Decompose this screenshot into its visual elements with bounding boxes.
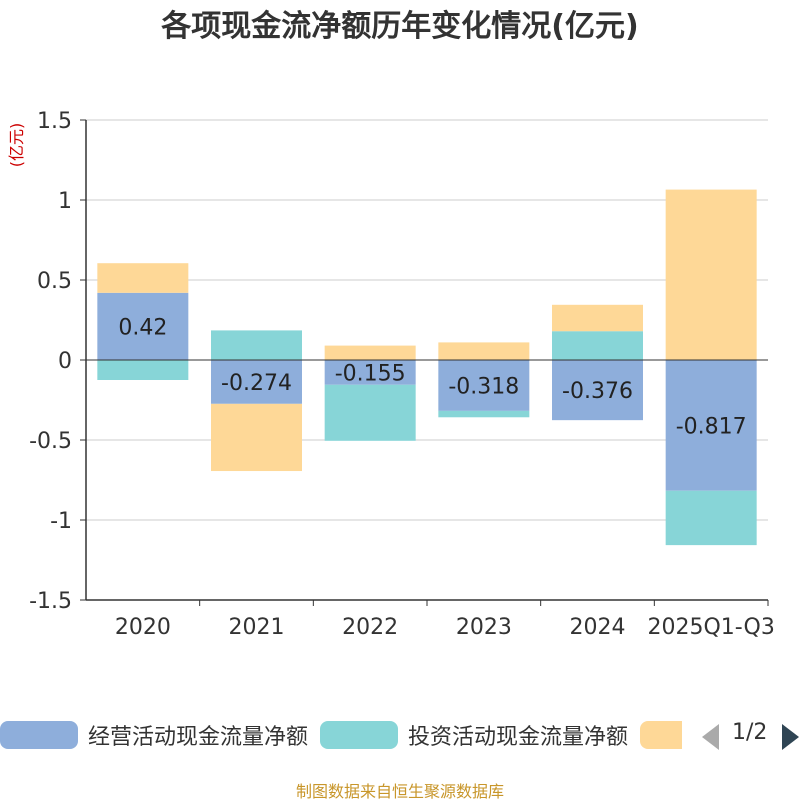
data-labels: 0.42 -0.274 -0.155 -0.318 -0.376 -0.817	[118, 315, 746, 439]
bar-segment	[97, 292, 189, 360]
x-tick-label: 2022	[342, 615, 398, 640]
y-tick-label: -0.5	[29, 429, 72, 454]
pager-next-icon[interactable]	[782, 724, 799, 750]
legend-label-investing: 投资活动现金流量净额	[408, 725, 629, 750]
legend-swatch-financing	[640, 721, 682, 749]
y-axis-unit-label: (亿元)	[7, 123, 26, 168]
bar-segment	[665, 490, 757, 546]
bar-segment	[552, 331, 643, 360]
chart-title: 各项现金流净额历年变化情况(亿元)	[160, 9, 638, 44]
bar-segment	[552, 304, 643, 332]
bar-segment	[211, 360, 302, 404]
legend-swatch-operating	[0, 721, 78, 749]
bar-value-label: -0.318	[448, 374, 519, 399]
bar-segment	[552, 360, 643, 421]
x-tick-label: 2020	[115, 615, 171, 640]
bar-segment	[324, 345, 416, 360]
x-tick-label: 2023	[456, 615, 512, 640]
axes: 1.5 1 0.5 0 -0.5 -1 -1.5 2020 2021 2022 2023 2024 20…	[29, 109, 775, 640]
bar-segment	[324, 360, 416, 385]
bar-series	[97, 189, 757, 546]
pager-prev-icon[interactable]	[702, 724, 719, 750]
y-tick-label: 0.5	[37, 269, 72, 294]
bar-value-label: -0.376	[562, 379, 633, 404]
x-tick-label: 2021	[229, 615, 285, 640]
source-note: 制图数据来自恒生聚源数据库	[295, 782, 504, 801]
legend-item-operating[interactable]: 经营活动现金流量净额	[0, 720, 308, 750]
x-tick-label: 2024	[570, 615, 626, 640]
bar-value-label: 0.42	[118, 315, 167, 340]
bar-segment	[211, 403, 302, 472]
bar-segment	[665, 360, 757, 491]
legend-swatch-investing	[320, 721, 398, 749]
bar-segment	[211, 330, 302, 360]
pager-text: 1/2	[732, 720, 768, 745]
y-tick-label: 1	[58, 189, 72, 214]
chart-legend: 经营活动现金流量净额 投资活动现金流量净额	[0, 716, 800, 756]
y-tick-label: -1.5	[29, 589, 72, 614]
y-tick-label: 1.5	[37, 109, 72, 134]
bar-segment	[97, 263, 189, 293]
bar-segment	[97, 360, 189, 380]
legend-item-financing[interactable]	[640, 720, 682, 750]
x-tick-label: 2025Q1-Q3	[647, 615, 774, 640]
bar-segment	[438, 360, 530, 411]
bar-value-label: -0.817	[676, 414, 747, 439]
bar-segment	[324, 384, 416, 441]
cash-flow-chart: 各项现金流净额历年变化情况(亿元) (亿元) 0.42 -0.274 -0.155 -…	[7, 9, 775, 640]
y-tick-label: 0	[58, 349, 72, 374]
legend-item-investing[interactable]: 投资活动现金流量净额	[320, 720, 628, 750]
bar-value-label: -0.274	[221, 371, 292, 396]
legend-label-operating: 经营活动现金流量净额	[88, 725, 309, 750]
y-tick-label: -1	[50, 509, 72, 534]
bar-segment	[665, 189, 757, 360]
bar-segment	[438, 342, 530, 360]
legend-pager: 1/2	[700, 716, 800, 756]
bar-segment	[438, 410, 530, 418]
bar-value-label: -0.155	[335, 361, 406, 386]
